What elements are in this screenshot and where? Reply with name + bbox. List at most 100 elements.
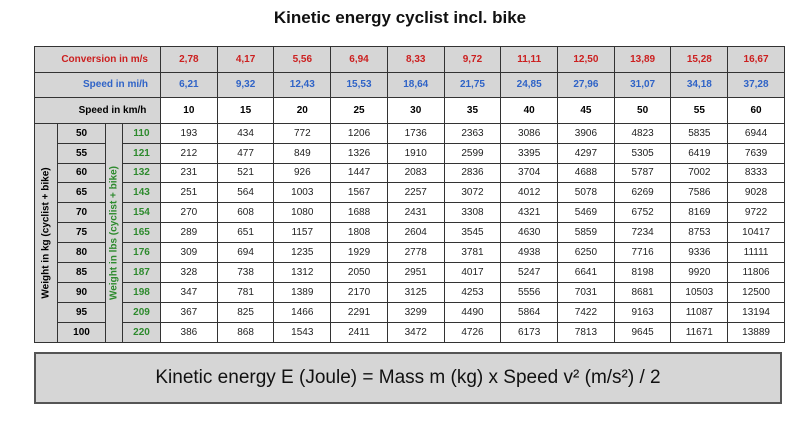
energy-cell: 251: [160, 182, 218, 204]
table-row: 80 176 309 694 1235 1929 2778 3781 4938 6250 7716 9…: [35, 242, 785, 264]
energy-cell: 2170: [330, 282, 388, 304]
table-row: 90 198 347 781 1389 2170 3125 4253 5556 7031 8681 1…: [35, 282, 785, 304]
kmh-value: 60: [727, 97, 785, 124]
lbs-value: 176: [122, 242, 161, 264]
energy-cell: 3545: [443, 222, 502, 244]
energy-cell: 738: [216, 262, 275, 284]
energy-cell: 7234: [613, 222, 672, 244]
kmh-label: Speed in km/h: [34, 97, 161, 124]
energy-cell: 367: [160, 302, 218, 324]
conversion-value: 6,94: [330, 46, 388, 73]
energy-cell: 5859: [557, 222, 615, 244]
conversion-label: Conversion in m/s: [34, 46, 161, 73]
energy-cell: 4297: [557, 142, 615, 164]
lbs-value: 121: [122, 142, 161, 164]
energy-cell: 9722: [727, 202, 785, 224]
kg-value: 80: [57, 242, 106, 264]
energy-cell: 2836: [443, 162, 502, 184]
energy-cell: 7422: [557, 302, 615, 324]
energy-cell: 1206: [330, 122, 388, 144]
energy-cell: 9028: [727, 182, 785, 204]
conversion-value: 13,89: [613, 46, 672, 73]
energy-cell: 270: [160, 202, 218, 224]
table-row: 70 154 270 608 1080 1688 2431 3308 4321 5469 6752 8…: [35, 202, 785, 224]
conversion-value: 2,78: [160, 46, 218, 73]
mph-value: 12,43: [273, 71, 332, 99]
energy-cell: 1688: [330, 202, 388, 224]
energy-cell: 289: [160, 222, 218, 244]
energy-cell: 564: [216, 182, 275, 204]
mph-value: 27,96: [557, 71, 615, 99]
energy-cell: 434: [216, 122, 275, 144]
kg-value: 65: [57, 182, 106, 204]
conversion-value: 8,33: [386, 46, 445, 73]
energy-cell: 12500: [727, 282, 785, 304]
energy-cell: 608: [216, 202, 275, 224]
energy-cell: 651: [216, 222, 275, 244]
energy-cell: 10503: [670, 282, 729, 304]
energy-cell: 694: [216, 242, 275, 264]
table-row: 95 209 367 825 1466 2291 3299 4490 5864 7422 9163 1…: [35, 302, 785, 324]
energy-cell: 3906: [557, 122, 615, 144]
conversion-value: 16,67: [727, 46, 785, 73]
lbs-value: 143: [122, 182, 161, 204]
energy-cell: 5556: [500, 282, 559, 304]
energy-cell: 1543: [273, 322, 332, 343]
table-row: 60 132 231 521 926 1447 2083 2836 3704 4688 5787 70…: [35, 162, 785, 184]
energy-cell: 231: [160, 162, 218, 184]
energy-cell: 11087: [670, 302, 729, 324]
kg-value: 75: [57, 222, 106, 244]
energy-cell: 6269: [613, 182, 672, 204]
conversion-value: 11,11: [500, 46, 559, 73]
conversion-value: 9,72: [443, 46, 502, 73]
lbs-value: 209: [122, 302, 161, 324]
energy-cell: 4490: [443, 302, 502, 324]
lbs-value: 198: [122, 282, 161, 304]
kinetic-energy-table: Conversion in m/s 2,78 4,17 5,56 6,94 8,33 9,…: [34, 46, 785, 344]
energy-cell: 849: [273, 142, 332, 164]
energy-cell: 4630: [500, 222, 559, 244]
energy-cell: 4321: [500, 202, 559, 224]
energy-cell: 8198: [613, 262, 672, 284]
energy-cell: 5305: [613, 142, 672, 164]
energy-cell: 4253: [443, 282, 502, 304]
table-row: Weight in kg (cyclist + bike) 50 Weight in…: [34, 122, 785, 344]
energy-cell: 1157: [273, 222, 332, 244]
energy-cell: 6250: [557, 242, 615, 264]
mph-row: Speed in mi/h 6,21 9,32 12,43 15,53 18,64 21,…: [34, 71, 785, 99]
energy-cell: 2083: [386, 162, 445, 184]
energy-cell: 7813: [557, 322, 615, 343]
energy-cell: 781: [216, 282, 275, 304]
energy-cell: 2291: [330, 302, 388, 324]
energy-cell: 2257: [386, 182, 445, 204]
mph-value: 31,07: [613, 71, 672, 99]
energy-cell: 328: [160, 262, 218, 284]
energy-cell: 9645: [613, 322, 672, 343]
table-row: 75 165 289 651 1157 1808 2604 3545 4630 5859 7234 8…: [35, 222, 785, 244]
kg-value: 70: [57, 202, 106, 224]
kmh-value: 20: [273, 97, 332, 124]
energy-cell: 6944: [727, 122, 785, 144]
kg-value: 50: [57, 122, 106, 144]
energy-cell: 8333: [727, 162, 785, 184]
energy-cell: 6641: [557, 262, 615, 284]
energy-cell: 4938: [500, 242, 559, 264]
energy-cell: 11806: [727, 262, 785, 284]
lbs-value: 220: [122, 322, 161, 343]
energy-cell: 7639: [727, 142, 785, 164]
energy-cell: 3125: [386, 282, 445, 304]
energy-cell: 9163: [613, 302, 672, 324]
lbs-value: 165: [122, 222, 161, 244]
weight-lbs-label: Weight in lbs (cyclist + bike): [108, 165, 120, 300]
energy-cell: 1910: [386, 142, 445, 164]
energy-cell: 13889: [727, 322, 785, 343]
energy-cell: 2363: [443, 122, 502, 144]
energy-cell: 10417: [727, 222, 785, 244]
energy-cell: 1447: [330, 162, 388, 184]
kmh-value: 50: [613, 97, 672, 124]
lbs-value: 187: [122, 262, 161, 284]
kmh-value: 45: [557, 97, 615, 124]
energy-cell: 521: [216, 162, 275, 184]
weight-lbs-axis: Weight in lbs (cyclist + bike): [105, 122, 123, 344]
mph-value: 18,64: [386, 71, 445, 99]
